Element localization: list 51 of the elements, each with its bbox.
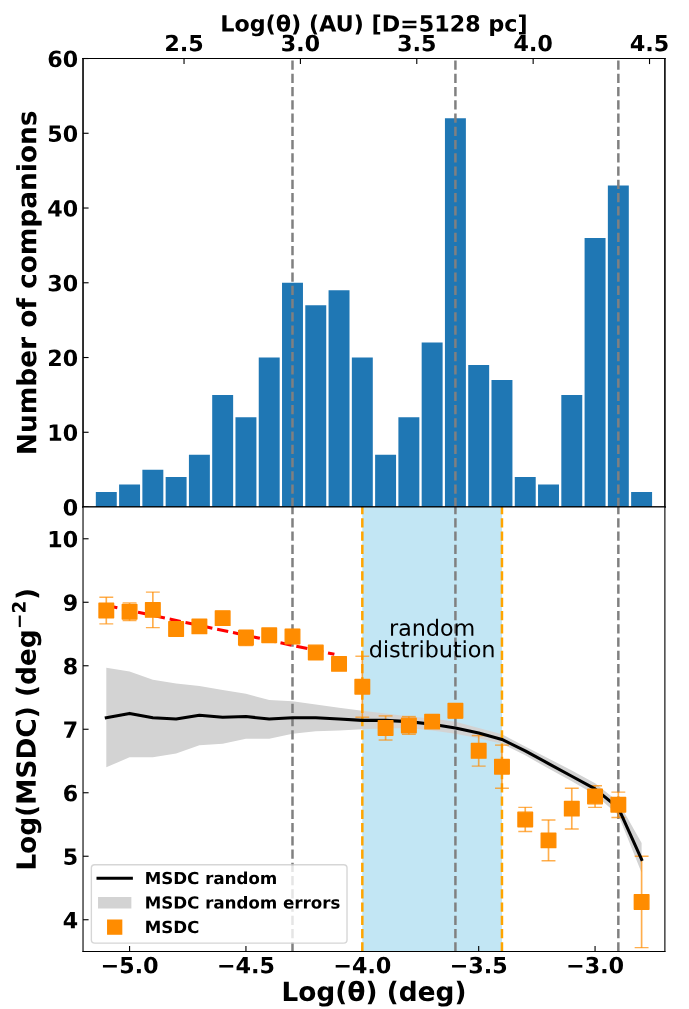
y-tick-label: 50 (48, 125, 78, 143)
point (144, 601, 161, 618)
point (214, 610, 231, 627)
point (168, 620, 185, 637)
legend-label: MSDC random errors (146, 895, 340, 909)
legend-label: MSDC random (146, 871, 276, 885)
point (587, 788, 604, 805)
point (261, 627, 278, 644)
point (470, 742, 487, 759)
point (331, 655, 348, 672)
y-tick-label: 10 (49, 530, 78, 548)
point (424, 713, 441, 730)
y-axis-title: Log(MSDC) (deg$^{−2}$) (11, 590, 42, 869)
point (447, 702, 464, 719)
y-tick-label: 40 (48, 199, 78, 217)
x-tick-label: −3.0 (568, 956, 623, 974)
point (563, 800, 580, 817)
point (493, 758, 510, 775)
y-axis-title: Number of companions (16, 111, 42, 453)
line-series (104, 711, 644, 861)
y-tick-label: 8 (64, 657, 77, 675)
point (377, 720, 394, 736)
point (633, 893, 650, 910)
y-tick-label: 20 (49, 349, 78, 367)
point (610, 796, 627, 813)
x-tick-label: −4.0 (335, 956, 391, 974)
point (191, 618, 208, 635)
x-tick-label: −4.5 (219, 957, 274, 974)
y-tick-label: 60 (48, 50, 78, 68)
y-tick-label: 0 (63, 498, 78, 516)
point (540, 832, 557, 849)
x2-tick-label: 4.0 (514, 34, 552, 52)
legend-label: MSDC (146, 920, 199, 934)
x2-tick-label: 3.5 (398, 34, 435, 52)
x2-tick-label: 2.5 (166, 34, 203, 52)
y-tick-label: 6 (64, 784, 77, 802)
y-tick-label: 30 (48, 274, 78, 292)
y-tick-label: 4 (63, 911, 78, 929)
y-tick-label: 10 (49, 424, 78, 442)
x-tick-label: −5.0 (102, 956, 158, 974)
x2-tick-label: 4.5 (630, 34, 668, 52)
y-tick-label: 5 (64, 848, 77, 865)
y-tick-label: 7 (64, 721, 77, 738)
annotation: random distribution (370, 618, 494, 658)
point (98, 602, 115, 619)
point (307, 644, 324, 661)
point (354, 678, 371, 695)
y-tick-label: 9 (63, 594, 77, 612)
x-tick-label: −3.5 (452, 956, 507, 974)
x-axis-title: Log(θ) (deg) (283, 980, 465, 1007)
point (517, 811, 534, 828)
